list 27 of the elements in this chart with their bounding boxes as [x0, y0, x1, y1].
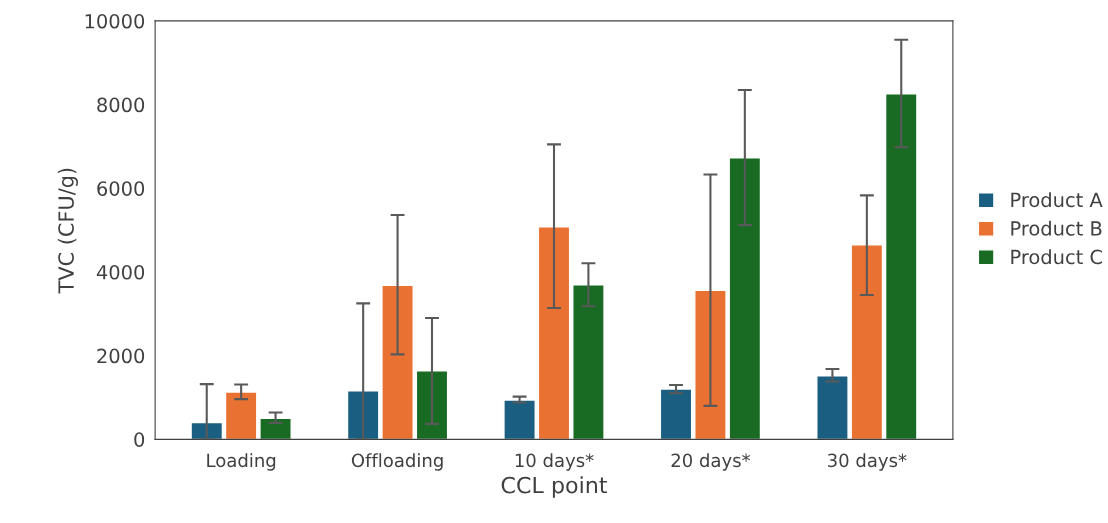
bar — [850, 244, 884, 440]
x-tick-label: Offloading — [351, 453, 443, 471]
bar — [659, 388, 693, 440]
legend-label: Product B — [1011, 220, 1102, 236]
y-tick-label: 0 — [134, 432, 145, 447]
x-axis-title: CCL point — [501, 476, 608, 498]
y-axis-title: TVC (CFU/g) — [57, 168, 78, 294]
x-tick-label: 10 days* — [515, 453, 594, 471]
bar — [503, 399, 536, 440]
y-tick-label: 4000 — [96, 264, 145, 280]
x-tick-label: Loading — [207, 453, 276, 471]
y-tick-label: 10000 — [85, 13, 145, 29]
y-tick-label: 2000 — [97, 348, 145, 364]
x-tick-label: 30 days* — [828, 453, 907, 471]
y-tick-label: 8000 — [97, 97, 145, 113]
bar — [537, 226, 571, 440]
x-tick-label: 20 days* — [671, 453, 751, 471]
legend-label: Product C — [1011, 249, 1102, 265]
bar — [224, 391, 258, 440]
y-tick-label: 6000 — [97, 181, 145, 196]
bar — [259, 417, 292, 440]
bar — [816, 375, 849, 440]
legend-label: Product A — [1011, 192, 1103, 208]
bar — [572, 284, 605, 440]
bar — [884, 93, 918, 440]
bar — [415, 370, 449, 440]
bar — [190, 421, 224, 440]
